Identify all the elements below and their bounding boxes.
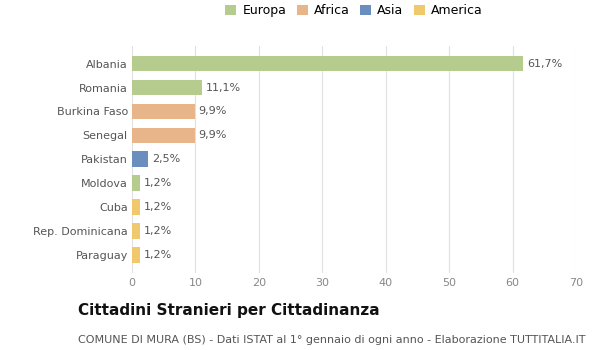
Bar: [132, 152, 148, 167]
Text: 1,2%: 1,2%: [143, 202, 172, 212]
Text: 11,1%: 11,1%: [206, 83, 241, 92]
Bar: [132, 80, 202, 95]
Text: 1,2%: 1,2%: [143, 178, 172, 188]
Bar: [132, 127, 195, 143]
Bar: [132, 104, 195, 119]
Legend: Europa, Africa, Asia, America: Europa, Africa, Asia, America: [223, 2, 485, 20]
Text: 1,2%: 1,2%: [143, 250, 172, 260]
Bar: [132, 223, 140, 239]
Bar: [132, 56, 523, 71]
Bar: [132, 247, 140, 262]
Text: 1,2%: 1,2%: [143, 226, 172, 236]
Text: COMUNE DI MURA (BS) - Dati ISTAT al 1° gennaio di ogni anno - Elaborazione TUTTI: COMUNE DI MURA (BS) - Dati ISTAT al 1° g…: [78, 335, 586, 345]
Text: Cittadini Stranieri per Cittadinanza: Cittadini Stranieri per Cittadinanza: [78, 303, 380, 318]
Text: 2,5%: 2,5%: [152, 154, 180, 164]
Bar: [132, 199, 140, 215]
Text: 9,9%: 9,9%: [199, 130, 227, 140]
Text: 9,9%: 9,9%: [199, 106, 227, 117]
Text: 61,7%: 61,7%: [527, 58, 562, 69]
Bar: [132, 175, 140, 191]
